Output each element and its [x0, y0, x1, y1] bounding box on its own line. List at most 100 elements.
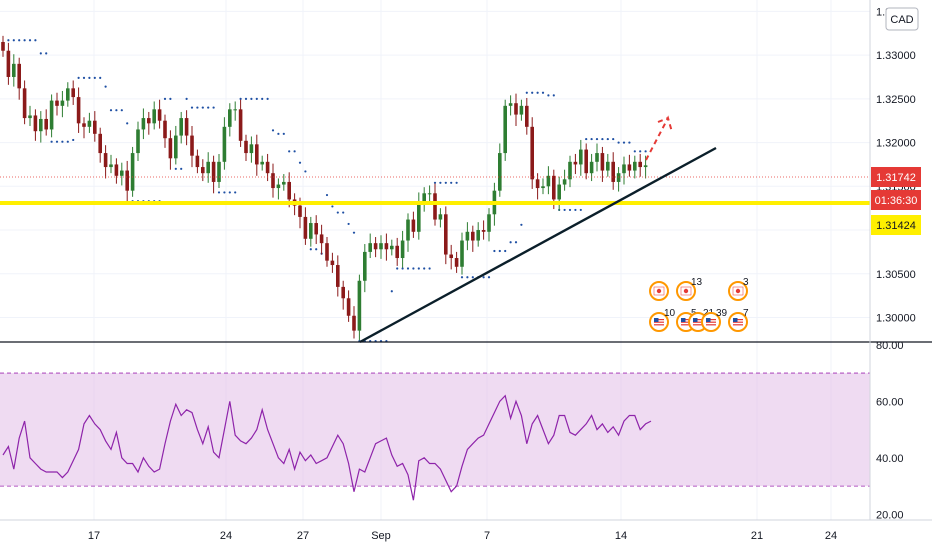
candle[interactable] — [465, 222, 470, 251]
candle[interactable] — [244, 134, 248, 161]
canada-event-icon[interactable]: 13 — [676, 277, 703, 301]
canada-event-icon[interactable]: 3 — [728, 277, 749, 301]
projection-arrow[interactable] — [645, 115, 673, 161]
candle[interactable] — [276, 178, 281, 200]
candle[interactable] — [535, 173, 540, 200]
candle[interactable] — [476, 222, 480, 247]
canada-event-icon[interactable] — [649, 281, 669, 301]
candle[interactable] — [157, 99, 162, 129]
candle[interactable] — [411, 211, 416, 238]
candle[interactable] — [125, 160, 129, 203]
candle[interactable] — [55, 92, 59, 116]
candle[interactable] — [471, 225, 475, 252]
candle[interactable] — [130, 146, 135, 197]
candle[interactable] — [568, 155, 572, 188]
candle[interactable] — [400, 230, 405, 268]
candle[interactable] — [39, 111, 43, 143]
candle[interactable] — [60, 90, 65, 118]
candle[interactable] — [174, 125, 178, 165]
candle[interactable] — [341, 280, 345, 310]
candle[interactable] — [195, 149, 200, 174]
candle[interactable] — [325, 237, 329, 267]
candle[interactable] — [184, 110, 189, 146]
candle[interactable] — [201, 159, 205, 182]
candle[interactable] — [481, 220, 486, 240]
candle[interactable] — [120, 162, 124, 186]
candle[interactable] — [444, 206, 448, 265]
candle[interactable] — [498, 143, 502, 197]
candle[interactable] — [330, 252, 335, 273]
candle[interactable] — [82, 117, 86, 139]
candle[interactable] — [168, 130, 173, 170]
candle[interactable] — [606, 153, 610, 177]
candle[interactable] — [449, 244, 453, 270]
candle[interactable] — [33, 109, 38, 141]
candle[interactable] — [363, 244, 367, 293]
candle[interactable] — [303, 207, 308, 245]
candle[interactable] — [66, 82, 70, 107]
candle[interactable] — [454, 251, 459, 273]
candle[interactable] — [28, 105, 32, 126]
trendline[interactable] — [359, 146, 717, 344]
currency-badge[interactable]: CAD — [885, 7, 919, 31]
candle[interactable] — [222, 117, 227, 170]
candle[interactable] — [147, 111, 151, 135]
usa-event-icon[interactable]: 39 — [701, 308, 728, 332]
candle[interactable] — [530, 117, 534, 189]
candle[interactable] — [271, 163, 275, 198]
candle[interactable] — [163, 114, 167, 148]
candle[interactable] — [611, 152, 615, 190]
candle[interactable] — [87, 112, 92, 133]
rsi-series[interactable] — [2, 394, 652, 501]
candle[interactable] — [422, 187, 426, 212]
candle[interactable] — [541, 178, 545, 195]
candle[interactable] — [249, 136, 254, 163]
candle[interactable] — [49, 94, 54, 138]
candle[interactable] — [71, 80, 75, 105]
candle[interactable] — [103, 145, 108, 179]
candle[interactable] — [438, 208, 443, 228]
candle[interactable] — [390, 239, 394, 256]
candle[interactable] — [265, 153, 270, 182]
candle[interactable] — [136, 121, 140, 161]
candle[interactable] — [406, 213, 410, 252]
candle[interactable] — [228, 103, 232, 137]
candle[interactable] — [487, 208, 491, 242]
candle[interactable] — [98, 127, 102, 163]
candle[interactable] — [525, 97, 529, 135]
candle[interactable] — [282, 174, 286, 191]
usa-event-icon[interactable]: 10 — [649, 308, 676, 332]
candle[interactable] — [589, 153, 594, 182]
candle[interactable] — [6, 42, 11, 85]
candle[interactable] — [346, 290, 351, 322]
candle[interactable] — [319, 224, 324, 255]
candle[interactable] — [255, 134, 259, 176]
candle[interactable] — [93, 111, 97, 142]
candle[interactable] — [314, 215, 318, 245]
candle[interactable] — [395, 237, 399, 266]
candle[interactable] — [233, 101, 237, 121]
candle[interactable] — [1, 35, 5, 57]
usa-event-icon[interactable]: 7 — [728, 308, 749, 332]
candle[interactable] — [206, 152, 210, 183]
candle[interactable] — [379, 235, 383, 259]
candle[interactable] — [584, 143, 588, 180]
candle[interactable] — [309, 216, 313, 247]
candle[interactable] — [368, 233, 372, 259]
candle[interactable] — [179, 111, 183, 144]
candle[interactable] — [616, 167, 621, 192]
candle[interactable] — [352, 306, 356, 339]
candle[interactable] — [633, 155, 637, 179]
candle[interactable] — [600, 146, 605, 182]
candle[interactable] — [579, 139, 583, 176]
candle[interactable] — [460, 232, 464, 275]
candle[interactable] — [595, 143, 599, 172]
candle[interactable] — [238, 99, 243, 147]
candle[interactable] — [76, 87, 81, 133]
candle[interactable] — [503, 99, 507, 161]
candle[interactable] — [627, 154, 632, 177]
candle[interactable] — [384, 233, 389, 261]
candle[interactable] — [519, 99, 524, 121]
candle[interactable] — [217, 153, 221, 189]
